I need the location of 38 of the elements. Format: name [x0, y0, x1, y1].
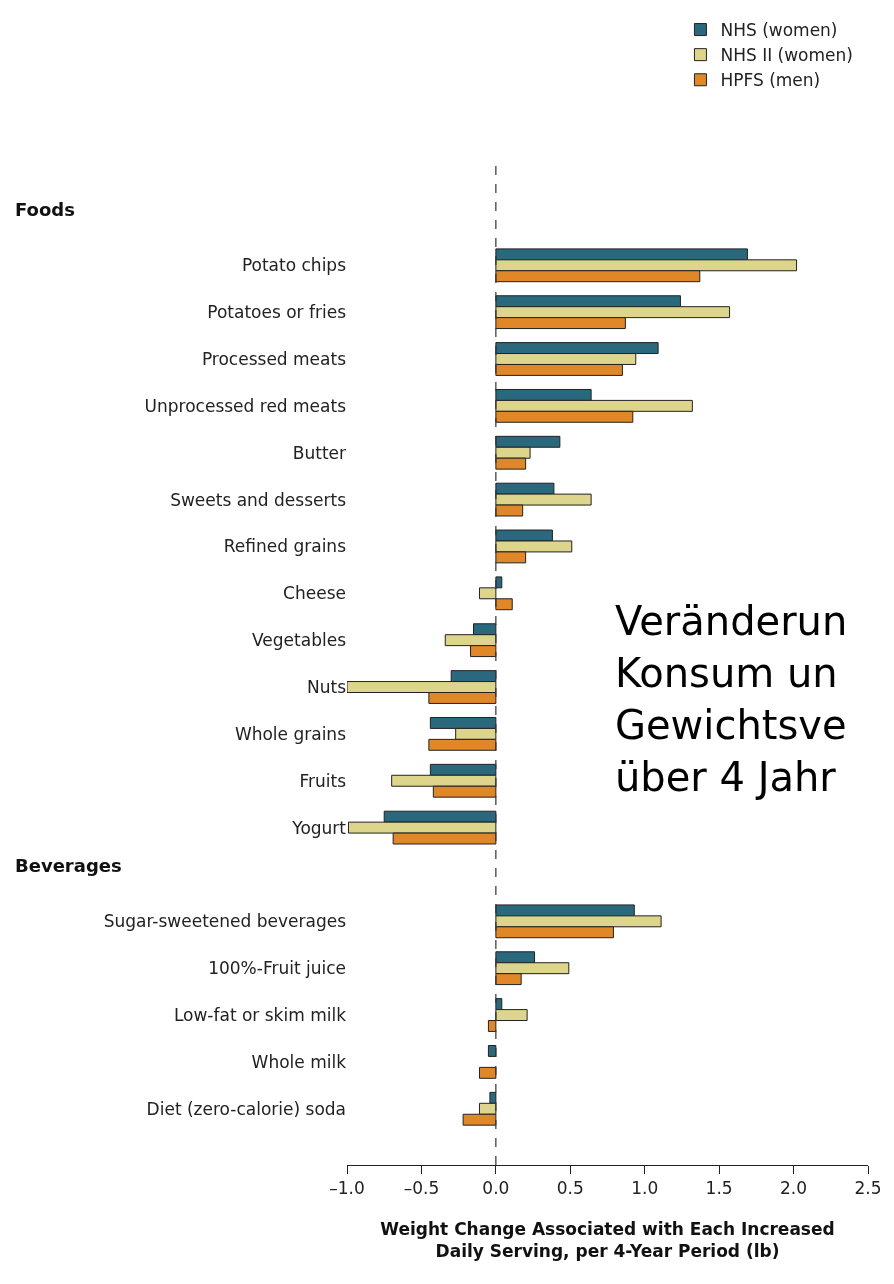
y-tick-label: Vegetables — [252, 630, 347, 651]
y-tick-label: 100%-Fruit juice — [208, 958, 346, 979]
bar — [487, 1045, 497, 1057]
y-tick-label: Diet (zero-calorie) soda — [146, 1098, 346, 1119]
y-tick-label: Low-fat or skim milk — [173, 1005, 347, 1025]
text: Beverages — [15, 855, 122, 876]
bar — [478, 587, 497, 600]
y-tick-label: Fruits — [299, 770, 347, 791]
y-tick-label: Yogurt — [291, 817, 347, 838]
y-tick-label: Butter — [292, 442, 347, 463]
y-tick-label: Potato chips — [241, 255, 347, 276]
y-tick-label: Refined grains — [223, 536, 347, 557]
text: Foods — [15, 199, 75, 220]
x-tick-label: 2.5 — [854, 1178, 882, 1199]
x-tick-label: 1.0 — [631, 1178, 659, 1199]
legend-label: NHS II (women) — [720, 45, 853, 66]
x-tick-label: –1.0 — [329, 1178, 365, 1199]
x-tick-label: –0.5 — [403, 1178, 440, 1199]
x-axis-title: Weight Change Associated with Each Increased Daily Serving, per 4-Year Period (lb) — [380, 1218, 835, 1261]
annotation: Veränderun Konsum un Gewichtsve über 4 Jahr — [615, 598, 848, 800]
y-tick-label: Whole milk — [251, 1051, 347, 1072]
y-tick-label: Sweets and desserts — [170, 489, 347, 510]
y-tick-label: Unprocessed red meats — [144, 395, 347, 416]
bar — [495, 598, 513, 611]
legend-label: NHS (women) — [720, 20, 838, 41]
y-tick-label: Processed meats — [201, 348, 347, 369]
y-tick-label: Potatoes or fries — [207, 302, 347, 323]
bar — [478, 1066, 497, 1079]
y-tick-label: Nuts — [306, 676, 347, 697]
x-tick-label: 0.0 — [482, 1178, 510, 1199]
bar — [487, 1020, 497, 1032]
y-tick-label: Sugar-sweetened beverages — [103, 911, 347, 932]
x-tick-label: 1.5 — [705, 1178, 733, 1199]
legend-label: HPFS (men) — [720, 70, 821, 91]
x-tick-label: 2.0 — [780, 1178, 808, 1199]
y-tick-label: Whole grains — [234, 723, 347, 744]
x-tick-label: 0.5 — [556, 1178, 584, 1199]
y-tick-label: Cheese — [283, 583, 346, 604]
